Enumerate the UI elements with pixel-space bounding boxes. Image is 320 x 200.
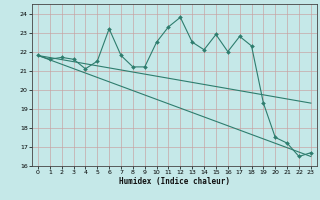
X-axis label: Humidex (Indice chaleur): Humidex (Indice chaleur) [119,177,230,186]
